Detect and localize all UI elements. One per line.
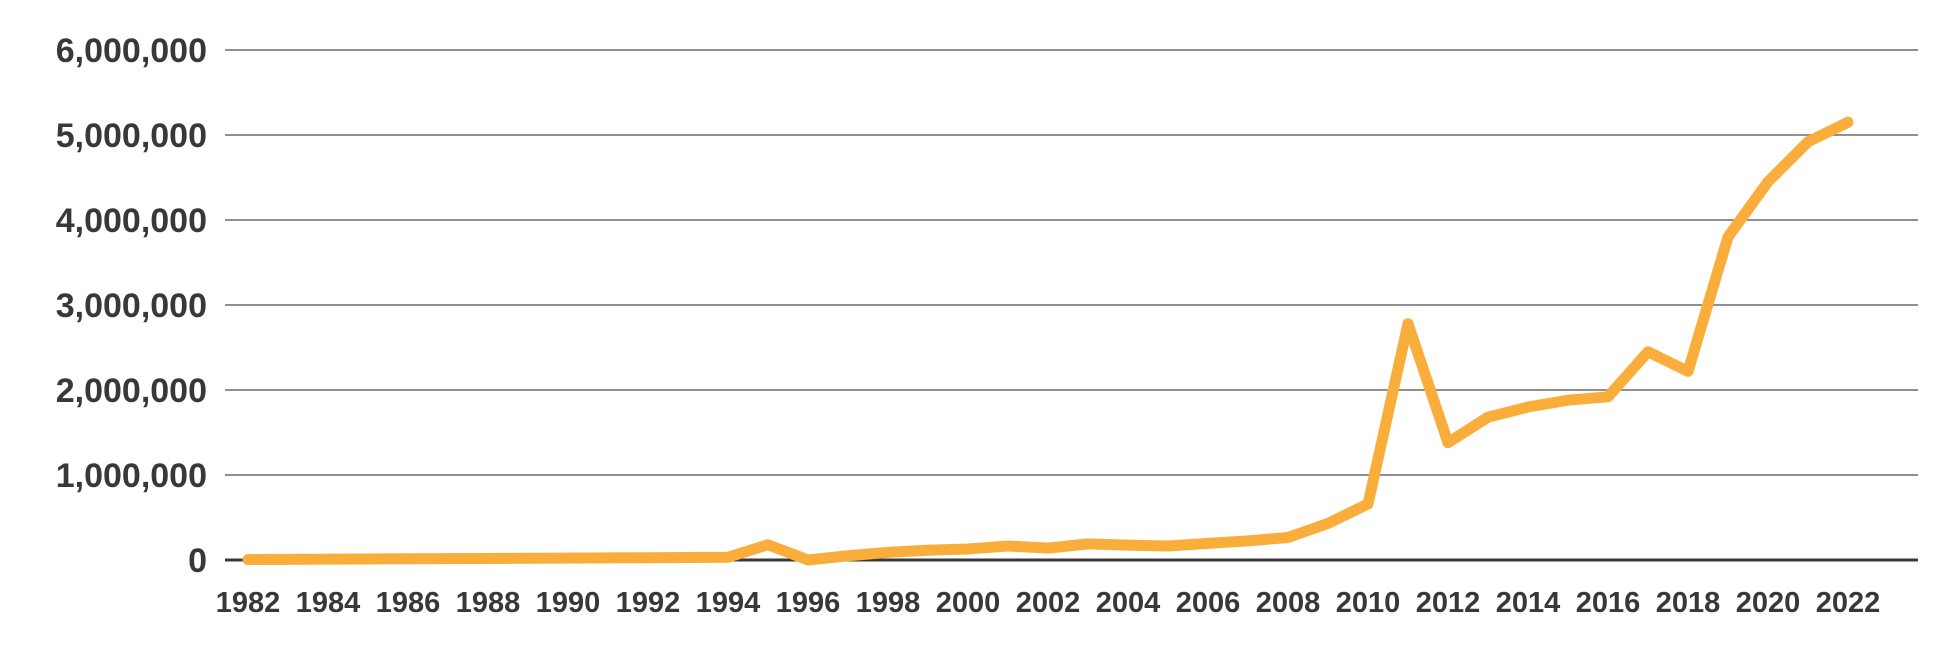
x-axis-tick-label: 2008 — [1256, 587, 1321, 619]
x-axis-tick-label: 2010 — [1336, 587, 1401, 619]
y-axis-tick-label: 2,000,000 — [56, 372, 207, 410]
x-axis-tick-label: 2020 — [1736, 587, 1801, 619]
x-axis-tick-label: 1992 — [616, 587, 681, 619]
x-axis-tick-label: 1994 — [696, 587, 761, 619]
x-axis-tick-label: 1984 — [296, 587, 361, 619]
x-axis-tick-label: 1998 — [856, 587, 921, 619]
y-axis-tick-label: 5,000,000 — [56, 117, 207, 155]
x-axis-tick-label: 2012 — [1416, 587, 1481, 619]
y-axis-tick-label: 6,000,000 — [56, 32, 207, 70]
y-axis-tick-label: 3,000,000 — [56, 287, 207, 325]
y-axis-tick-label: 0 — [188, 542, 207, 580]
gridlines — [225, 49, 1918, 562]
x-axis-tick-label: 2000 — [936, 587, 1001, 619]
y-axis-tick-label: 1,000,000 — [56, 457, 207, 495]
x-axis-tick-label: 1988 — [456, 587, 521, 619]
x-axis-tick-label: 2018 — [1656, 587, 1721, 619]
x-axis-tick-label: 1982 — [216, 587, 281, 619]
x-axis-tick-label: 1996 — [776, 587, 841, 619]
x-axis-tick-label: 2022 — [1816, 587, 1881, 619]
x-axis-tick-label: 2002 — [1016, 587, 1081, 619]
x-axis-labels: 1982 1984 1986 1988 1990 1992 1994 1996 1998 2000… — [216, 587, 1881, 619]
x-axis-tick-label: 2016 — [1576, 587, 1641, 619]
x-axis-tick-label: 1990 — [536, 587, 601, 619]
y-axis-tick-label: 4,000,000 — [56, 202, 207, 240]
data-line-annual-value — [242, 116, 1854, 566]
x-axis-tick-label: 2004 — [1096, 587, 1161, 619]
y-axis-labels: 0 1,000,000 2,000,000 3,000,000 4,000,000 5,0… — [56, 32, 207, 580]
x-axis-tick-label: 2014 — [1496, 587, 1561, 619]
x-axis-tick-label: 1986 — [376, 587, 441, 619]
x-axis-tick-label: 2006 — [1176, 587, 1241, 619]
